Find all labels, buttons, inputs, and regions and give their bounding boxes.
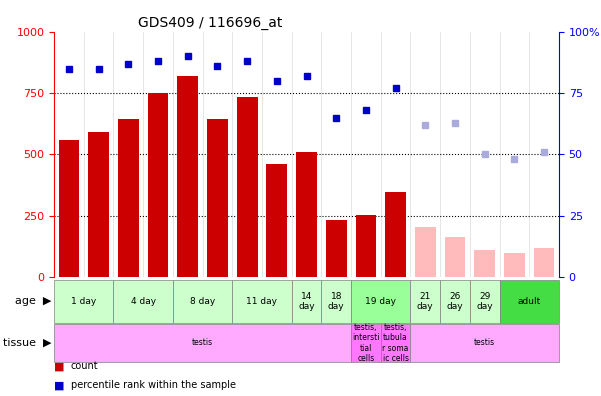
Bar [351, 280, 410, 323]
Bar [177, 76, 198, 277]
Bar [440, 280, 470, 323]
Text: GDS409 / 116696_at: GDS409 / 116696_at [138, 16, 282, 30]
Bar [207, 119, 228, 277]
Text: 26
day: 26 day [447, 292, 463, 311]
Bar [356, 215, 376, 277]
Text: 29
day: 29 day [477, 292, 493, 311]
Bar [499, 280, 559, 323]
Bar [88, 132, 109, 277]
Bar [381, 324, 410, 362]
Bar [415, 227, 436, 277]
Text: 11 day: 11 day [246, 297, 278, 306]
Text: 4 day: 4 day [130, 297, 156, 306]
Text: adult: adult [517, 297, 541, 306]
Text: 18
day: 18 day [328, 292, 344, 311]
Bar [445, 237, 465, 277]
Bar [385, 192, 406, 277]
Bar [54, 324, 351, 362]
Bar [322, 280, 351, 323]
Bar [474, 250, 495, 277]
Text: testis: testis [192, 339, 213, 347]
Text: ■: ■ [54, 380, 64, 390]
Bar [237, 97, 257, 277]
Bar [58, 140, 79, 277]
Text: count: count [71, 361, 99, 371]
Text: tissue  ▶: tissue ▶ [2, 338, 51, 348]
Text: 19 day: 19 day [365, 297, 396, 306]
Bar [296, 152, 317, 277]
Bar [114, 280, 173, 323]
Bar [410, 324, 559, 362]
Bar [534, 248, 555, 277]
Bar [326, 219, 347, 277]
Bar [470, 280, 499, 323]
Bar [410, 280, 440, 323]
Text: 21
day: 21 day [417, 292, 433, 311]
Text: testis,
tubula
r soma
ic cells: testis, tubula r soma ic cells [382, 323, 409, 363]
Text: testis: testis [474, 339, 495, 347]
Bar [232, 280, 291, 323]
Text: 8 day: 8 day [190, 297, 215, 306]
Bar [266, 164, 287, 277]
Bar [118, 119, 139, 277]
Bar [173, 280, 232, 323]
Text: percentile rank within the sample: percentile rank within the sample [71, 380, 236, 390]
Text: 1 day: 1 day [71, 297, 96, 306]
Bar [504, 253, 525, 277]
Text: 14
day: 14 day [298, 292, 315, 311]
Bar [351, 324, 381, 362]
Text: ■: ■ [54, 361, 64, 371]
Bar [291, 280, 322, 323]
Bar [54, 280, 114, 323]
Text: testis,
intersti
tial
cells: testis, intersti tial cells [352, 323, 380, 363]
Text: age  ▶: age ▶ [14, 296, 51, 307]
Bar [148, 93, 168, 277]
